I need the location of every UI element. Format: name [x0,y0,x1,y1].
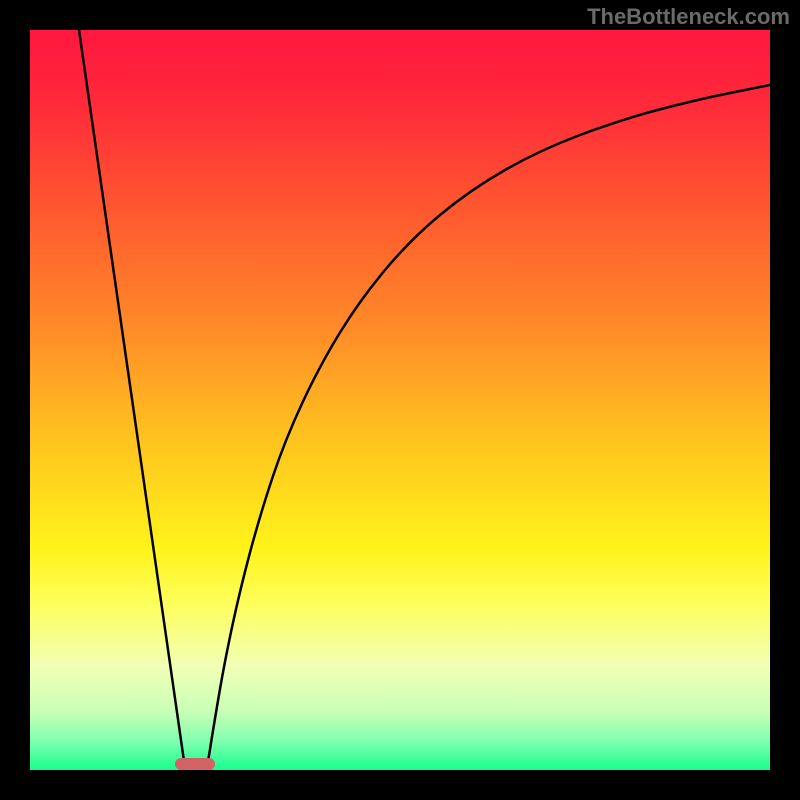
bottom-marker [175,758,215,770]
plot-area [30,30,770,770]
right-ascending-curve [207,85,770,768]
watermark-text: TheBottleneck.com [587,4,790,30]
chart-container: TheBottleneck.com [0,0,800,800]
left-descending-line [79,30,185,768]
curve-overlay [30,30,770,770]
